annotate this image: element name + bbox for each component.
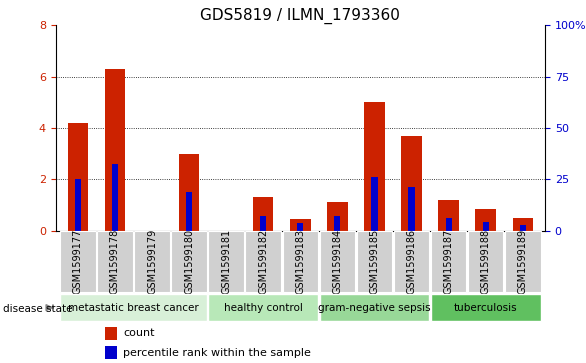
Bar xyxy=(104,327,117,340)
Text: GSM1599184: GSM1599184 xyxy=(332,229,342,294)
Bar xyxy=(475,209,496,231)
Text: metastatic breast cancer: metastatic breast cancer xyxy=(68,303,199,313)
FancyBboxPatch shape xyxy=(60,231,96,292)
Bar xyxy=(112,164,118,231)
FancyBboxPatch shape xyxy=(60,294,207,321)
Bar xyxy=(253,197,274,231)
FancyBboxPatch shape xyxy=(171,231,207,292)
Text: GSM1599185: GSM1599185 xyxy=(369,229,380,294)
Bar xyxy=(364,102,384,231)
FancyBboxPatch shape xyxy=(505,231,540,292)
Text: GSM1599182: GSM1599182 xyxy=(258,229,268,294)
Bar xyxy=(104,346,117,359)
FancyBboxPatch shape xyxy=(431,231,466,292)
Text: GSM1599180: GSM1599180 xyxy=(184,229,194,294)
Text: GSM1599178: GSM1599178 xyxy=(110,229,120,294)
FancyBboxPatch shape xyxy=(246,231,281,292)
Bar xyxy=(260,216,266,231)
Bar xyxy=(327,202,347,231)
Text: GSM1599189: GSM1599189 xyxy=(518,229,528,294)
Text: GSM1599188: GSM1599188 xyxy=(481,229,490,294)
Bar xyxy=(68,123,88,231)
Text: count: count xyxy=(123,329,155,338)
Text: GSM1599183: GSM1599183 xyxy=(295,229,305,294)
Bar xyxy=(75,179,81,231)
Bar xyxy=(105,69,125,231)
Text: tuberculosis: tuberculosis xyxy=(454,303,517,313)
Text: healthy control: healthy control xyxy=(224,303,303,313)
FancyBboxPatch shape xyxy=(209,231,244,292)
FancyBboxPatch shape xyxy=(209,294,318,321)
Bar xyxy=(335,216,340,231)
Title: GDS5819 / ILMN_1793360: GDS5819 / ILMN_1793360 xyxy=(200,8,400,24)
Bar xyxy=(408,187,414,231)
Bar xyxy=(438,200,459,231)
Text: percentile rank within the sample: percentile rank within the sample xyxy=(123,348,311,358)
FancyBboxPatch shape xyxy=(134,231,170,292)
Bar xyxy=(520,225,526,231)
Bar xyxy=(290,219,311,231)
Bar xyxy=(483,221,489,231)
Bar xyxy=(372,177,377,231)
Bar xyxy=(401,136,422,231)
FancyBboxPatch shape xyxy=(282,231,318,292)
Text: GSM1599181: GSM1599181 xyxy=(221,229,231,294)
FancyBboxPatch shape xyxy=(97,231,133,292)
Text: GSM1599186: GSM1599186 xyxy=(407,229,417,294)
Bar xyxy=(186,192,192,231)
FancyBboxPatch shape xyxy=(431,294,540,321)
Bar xyxy=(297,223,304,231)
FancyBboxPatch shape xyxy=(394,231,430,292)
Bar xyxy=(445,218,452,231)
Text: disease state: disease state xyxy=(3,304,73,314)
Bar xyxy=(513,218,533,231)
Text: GSM1599177: GSM1599177 xyxy=(73,229,83,294)
Bar xyxy=(179,154,199,231)
Text: GSM1599187: GSM1599187 xyxy=(444,229,454,294)
FancyBboxPatch shape xyxy=(468,231,503,292)
FancyBboxPatch shape xyxy=(319,231,355,292)
Text: GSM1599179: GSM1599179 xyxy=(147,229,157,294)
FancyBboxPatch shape xyxy=(319,294,430,321)
FancyBboxPatch shape xyxy=(357,231,392,292)
Text: gram-negative sepsis: gram-negative sepsis xyxy=(318,303,431,313)
